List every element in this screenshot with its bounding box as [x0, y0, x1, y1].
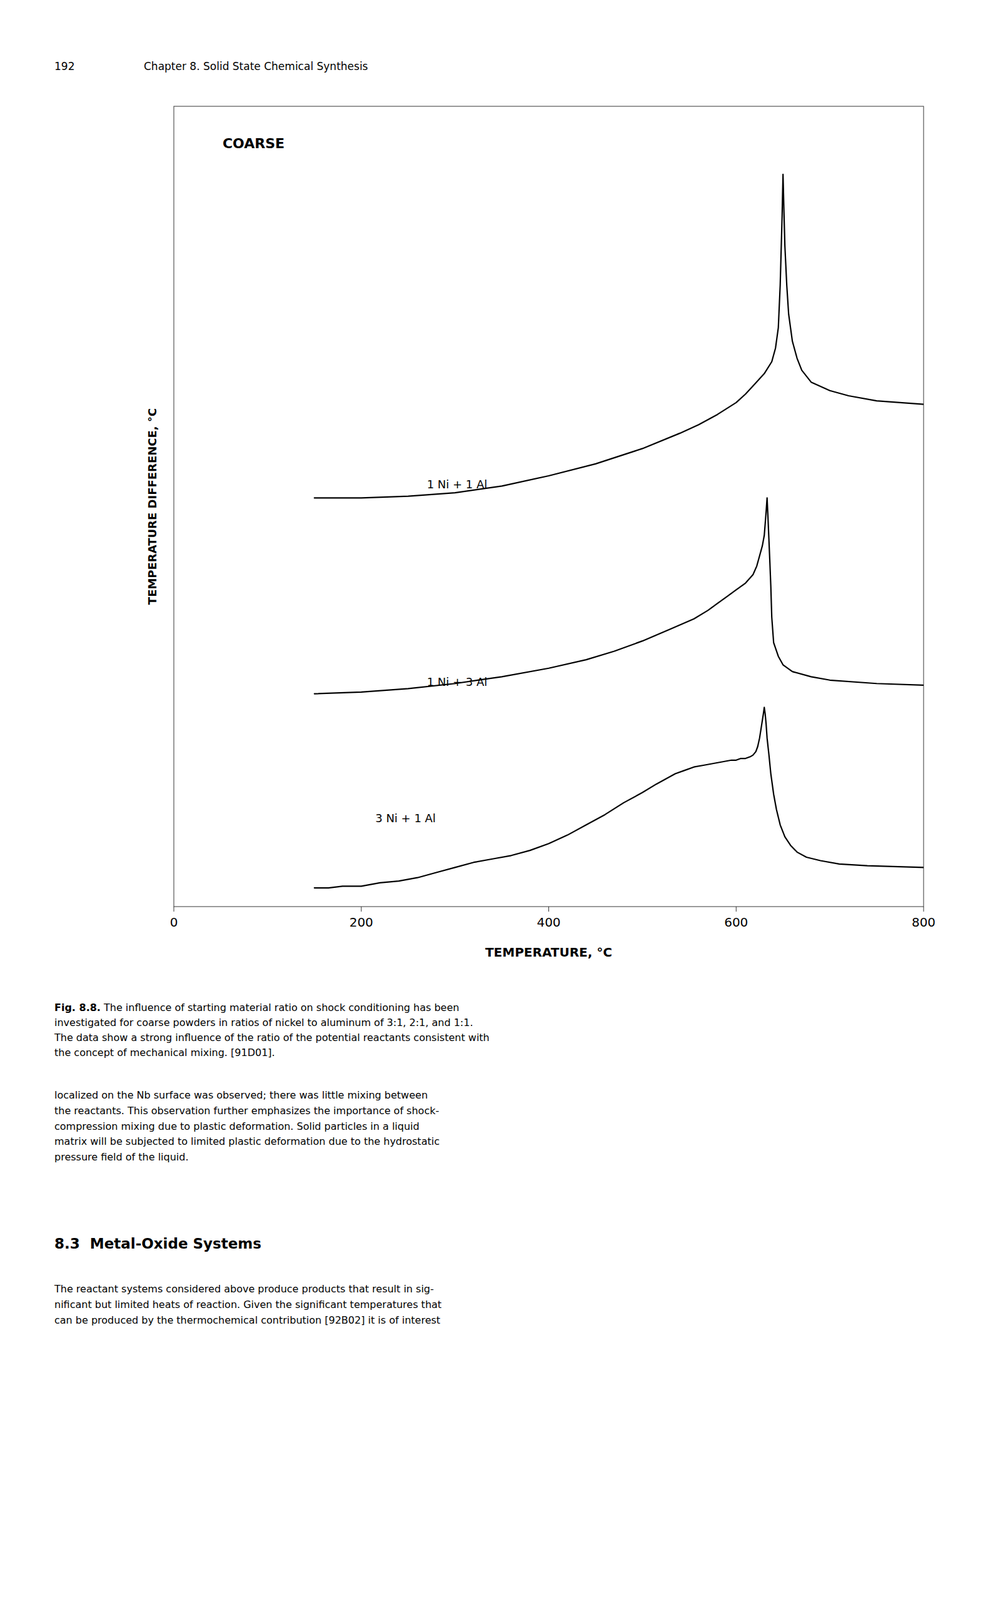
x-tick [735, 906, 737, 912]
plot-lines [314, 174, 924, 888]
chart-title: COARSE [222, 135, 285, 152]
curve [314, 174, 924, 498]
x-tick-label: 400 [536, 914, 561, 930]
plot-frame [173, 106, 924, 907]
x-axis-label: TEMPERATURE, °C [485, 944, 613, 960]
section-header: 8.3 Metal-Oxide Systems [54, 1235, 262, 1252]
body-text: localized on the Nb surface was observed… [54, 1088, 440, 1166]
x-tick [173, 906, 175, 912]
running-header: Chapter 8. Solid State Chemical Synthesi… [143, 60, 368, 73]
chart: 0 200 400 600 800 TEMPERATURE, °C TEMPERATURE … [0, 87, 993, 982]
curve-label: 1 Ni + 3 Al [427, 675, 488, 689]
page-number: 192 [54, 60, 75, 73]
caption-label: Fig. 8.8. [54, 1001, 101, 1014]
x-tick-label: 800 [911, 914, 936, 930]
curve-label: 1 Ni + 1 Al [427, 477, 488, 491]
y-axis-label: TEMPERATURE DIFFERENCE, °C [145, 408, 159, 605]
x-tick [548, 906, 550, 912]
x-tick-label: 600 [724, 914, 748, 930]
curve [314, 707, 924, 888]
caption-text: The influence of starting material ratio… [54, 1001, 490, 1059]
x-tick-label: 200 [349, 914, 374, 930]
x-tick [360, 906, 362, 912]
x-tick-label: 0 [170, 914, 179, 930]
curve-label: 3 Ni + 1 Al [375, 811, 436, 825]
curve [314, 497, 924, 694]
caption: Fig. 8.8. The influence of starting mate… [54, 1000, 490, 1061]
x-tick [923, 906, 925, 912]
section-text: The reactant systems considered above pr… [54, 1281, 442, 1329]
